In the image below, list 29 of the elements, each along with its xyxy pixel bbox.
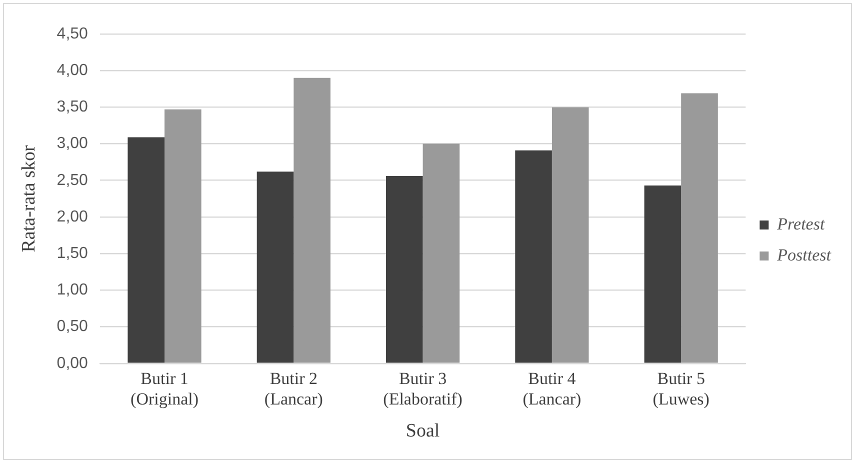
y-tick-label: 1,00 [56,282,88,299]
bar [256,172,294,363]
legend-label: Pretest [776,214,826,234]
y-axis-title: Rata-rata skor [18,144,40,252]
y-tick-label: 4,00 [56,62,88,80]
bar [552,107,589,363]
x-tick-label: Butir 1 (Original) [130,369,199,408]
x-tick-label: Butir 5 (Luwes) [652,369,710,408]
x-tick-label: Butir 2 (Lancar) [264,369,323,408]
bar [128,137,165,363]
x-tick-label: Butir 3 (Elaboratif) [383,369,462,408]
y-tick-label: 2,00 [56,208,88,226]
bar [681,93,718,363]
x-axis-title: Soal [406,420,440,442]
y-tick-label: 2,50 [56,172,88,189]
y-tick-label: 3,50 [56,98,88,116]
y-tick-label: 3,00 [56,135,88,152]
y-tick-label: 1,50 [56,245,88,262]
bar [422,144,460,363]
bar [644,186,682,363]
legend-label: Posttest [776,245,832,264]
bar [386,176,423,363]
y-tick-label: 0,50 [56,318,88,336]
bar [515,150,552,363]
x-tick-label: Butir 4 (Lancar) [522,369,582,408]
y-tick-label: 0,00 [56,354,88,372]
bar [294,78,330,363]
y-tick-label: 4,50 [56,25,88,42]
bar [164,109,202,363]
